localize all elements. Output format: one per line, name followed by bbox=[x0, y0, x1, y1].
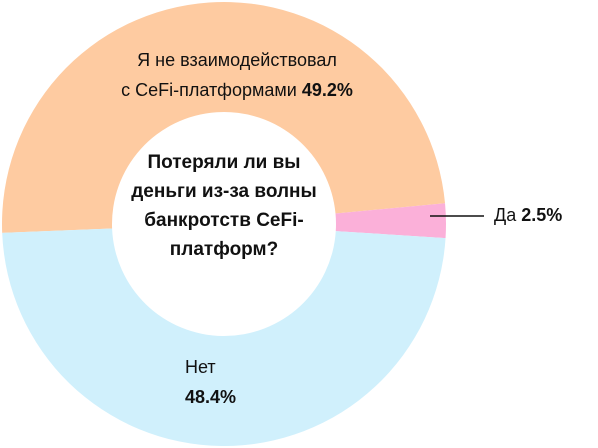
value-label: 49.2% bbox=[301, 80, 353, 100]
donut-slice bbox=[335, 203, 446, 239]
category-label: Да bbox=[494, 205, 517, 225]
value-label: 2.5% bbox=[521, 205, 563, 225]
donut-slice bbox=[1, 1, 446, 233]
slice-label: Я не взаимодействовал с CeFi-платформами… bbox=[92, 45, 382, 105]
slice-label: Да 2.5% bbox=[494, 200, 562, 230]
category-label: Нет bbox=[185, 357, 216, 377]
donut-slice bbox=[2, 228, 446, 447]
category-label: Я не взаимодействовал с CeFi-платформами bbox=[121, 50, 337, 100]
value-label: 48.4% bbox=[185, 387, 237, 407]
slice-label: Нет 48.4% bbox=[185, 352, 236, 412]
chart-title: Потеряли ли вы деньги из-за волны банкро… bbox=[131, 152, 317, 260]
